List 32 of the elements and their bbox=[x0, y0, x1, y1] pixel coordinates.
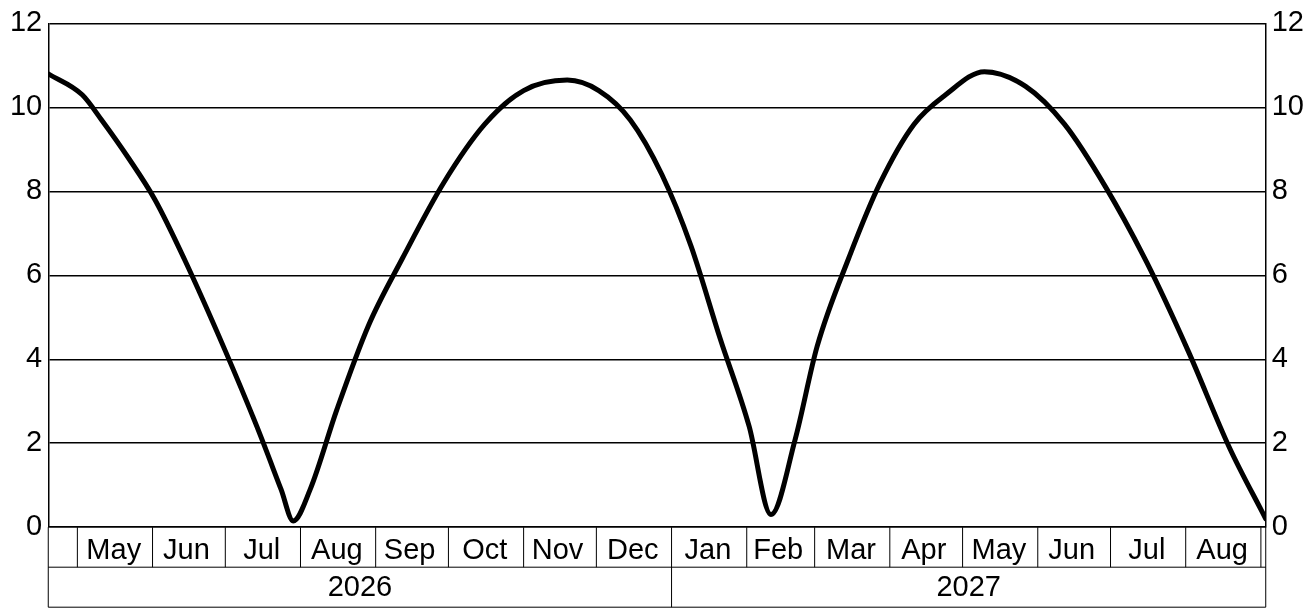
x-tick-label: Jul bbox=[243, 532, 281, 565]
y2-tick-label: 8 bbox=[1271, 173, 1288, 206]
x-tick-label: Jul bbox=[1128, 532, 1166, 565]
y-tick-label: 0 bbox=[26, 509, 43, 542]
text: 2026 bbox=[327, 570, 393, 603]
y2-tick-label: 4 bbox=[1271, 341, 1288, 374]
x-tick-label: Dec bbox=[606, 532, 659, 565]
x-tick-label: Feb bbox=[753, 532, 804, 565]
y-tick-label: 2 bbox=[26, 425, 43, 458]
x-tick-label: Jun bbox=[1048, 532, 1096, 565]
x-tick-label: Aug bbox=[1196, 532, 1248, 565]
y2-tick-label: 0 bbox=[1271, 509, 1288, 542]
y2-tick-label: 12 bbox=[1271, 5, 1305, 38]
y-tick-label: 12 bbox=[9, 5, 43, 38]
y2-tick-label: 10 bbox=[1271, 89, 1305, 122]
y2-tick-label: 6 bbox=[1271, 257, 1288, 290]
x-tick-label: May bbox=[86, 532, 142, 565]
x-tick-label: Mar bbox=[826, 532, 877, 565]
x-tick-label: Aug bbox=[311, 532, 363, 565]
x-tick-label: Jan bbox=[684, 532, 732, 565]
x-tick-label: Sep bbox=[383, 532, 436, 565]
y-tick-label: 4 bbox=[26, 341, 43, 374]
x-tick-label: Apr bbox=[901, 532, 947, 565]
y-tick-label: 10 bbox=[9, 89, 43, 122]
x-tick-label: Jun bbox=[163, 532, 210, 565]
x-tick-label: Nov bbox=[531, 532, 584, 565]
y-tick-label: 6 bbox=[26, 257, 43, 290]
x-tick-label: Oct bbox=[462, 532, 508, 565]
x-tick-label: May bbox=[971, 532, 1027, 565]
y2-tick-label: 2 bbox=[1271, 425, 1288, 458]
text: 2027 bbox=[936, 570, 1001, 603]
y-tick-label: 8 bbox=[26, 173, 43, 206]
